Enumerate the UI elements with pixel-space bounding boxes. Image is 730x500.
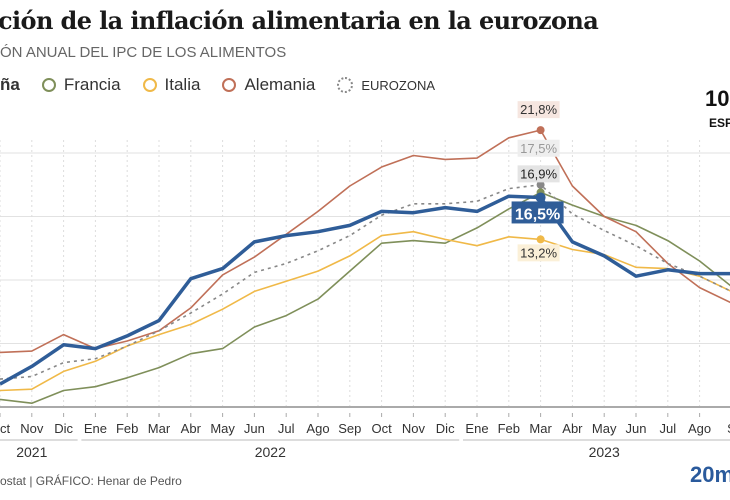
series-line-alemania bbox=[0, 129, 730, 354]
x-tick-label: Mar bbox=[529, 421, 552, 436]
x-tick-label: Jun bbox=[244, 421, 265, 436]
legend-item-eurozona: EUROZONA bbox=[337, 77, 435, 93]
data-label-bg bbox=[517, 101, 560, 119]
data-label-italia: 13,2% bbox=[520, 245, 557, 260]
legend-ring-icon bbox=[142, 78, 157, 92]
x-tick-label: Dic bbox=[436, 421, 455, 436]
legend-item-espana: ña bbox=[0, 75, 20, 95]
highlight-value: 10 bbox=[705, 86, 730, 111]
x-tick-label: Sep bbox=[338, 421, 361, 436]
highlight-label: ESP bbox=[709, 116, 730, 130]
year-label: 2023 bbox=[589, 444, 620, 460]
chart-title: ción de la inflación alimentaria en la e… bbox=[0, 6, 599, 35]
data-label-francia: 16,9% bbox=[520, 166, 557, 181]
legend-label: Italia bbox=[164, 75, 201, 94]
data-label-alemania: 21,8% bbox=[520, 102, 557, 117]
x-tick-label: Mar bbox=[148, 421, 171, 436]
x-tick-label: Abr bbox=[181, 421, 202, 436]
x-tick-label: Jun bbox=[626, 421, 647, 436]
x-tick-label: S bbox=[727, 421, 730, 436]
data-point-italia bbox=[536, 235, 545, 244]
x-tick-label: Abr bbox=[562, 421, 583, 436]
x-tick-label: Feb bbox=[116, 421, 138, 436]
legend-label: EUROZONA bbox=[361, 77, 435, 93]
legend-label: Francia bbox=[63, 75, 121, 94]
series-line-francia bbox=[0, 191, 730, 404]
legend-item-alemania: Alemania bbox=[222, 75, 315, 95]
x-tick-label: May bbox=[592, 421, 617, 436]
legend-item-italia: Italia bbox=[142, 75, 201, 95]
year-label: 2022 bbox=[255, 444, 286, 460]
legend-ring-icon bbox=[41, 78, 56, 92]
data-label-bg bbox=[517, 139, 560, 157]
x-tick-label: Feb bbox=[498, 421, 520, 436]
x-tick-label: Oct bbox=[0, 421, 10, 436]
data-label-espana: 16,5% bbox=[515, 206, 560, 223]
x-tick-label: Nov bbox=[402, 421, 426, 436]
data-label-bg bbox=[511, 201, 564, 224]
year-label: 2021 bbox=[16, 444, 47, 460]
legend-label: ña bbox=[0, 75, 20, 94]
data-point-eurozona bbox=[536, 180, 545, 189]
legend-label: Alemania bbox=[244, 75, 316, 94]
legend: ña Francia Italia Alemania EUROZONA bbox=[0, 75, 457, 95]
brand-logo: 20m bbox=[690, 462, 730, 487]
data-label-eurozona: 17,5% bbox=[520, 141, 557, 156]
data-label-bg bbox=[517, 244, 560, 262]
series-line-eurozona bbox=[0, 184, 730, 380]
x-tick-label: Jul bbox=[278, 421, 295, 436]
x-tick-label: Jul bbox=[659, 421, 676, 436]
data-point-alemania bbox=[536, 126, 545, 135]
x-tick-label: May bbox=[210, 421, 235, 436]
data-point-espana bbox=[535, 192, 546, 203]
x-tick-label: Ene bbox=[465, 421, 488, 436]
series-line-espana bbox=[0, 194, 730, 386]
series-line-italia bbox=[0, 230, 730, 392]
x-tick-label: Dic bbox=[54, 421, 73, 436]
x-tick-label: Ene bbox=[84, 421, 107, 436]
data-label-bg bbox=[517, 165, 560, 183]
x-tick-label: Ago bbox=[688, 421, 711, 436]
source-credit: ostat | GRÁFICO: Henar de Pedro bbox=[0, 474, 182, 488]
legend-item-francia: Francia bbox=[41, 75, 121, 95]
chart-subtitle: ÓN ANUAL DEL IPC DE LOS ALIMENTOS bbox=[0, 44, 287, 61]
x-tick-label: Nov bbox=[20, 421, 44, 436]
legend-ring-icon bbox=[222, 78, 237, 92]
legend-dotted-ring-icon bbox=[337, 77, 354, 93]
x-tick-label: Ago bbox=[306, 421, 329, 436]
x-tick-label: Oct bbox=[371, 421, 392, 436]
